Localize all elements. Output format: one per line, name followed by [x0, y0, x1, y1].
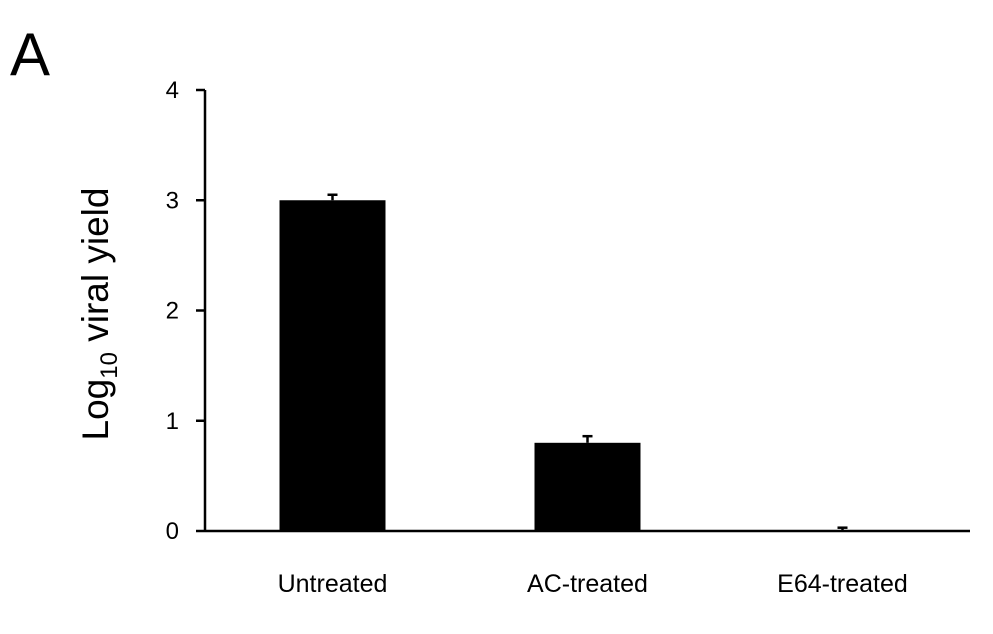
panel-letter: A: [10, 21, 50, 88]
y-tick-label: 0: [166, 518, 179, 545]
y-tick-label: 2: [166, 298, 179, 325]
x-category-label: E64-treated: [777, 570, 908, 598]
x-category-label: AC-treated: [527, 570, 648, 598]
y-tick-label: 3: [166, 187, 179, 214]
y-axis-ticks: 0 1 2 3 4: [166, 77, 205, 545]
y-tick-label: 4: [166, 77, 179, 104]
bars-group: [279, 200, 641, 531]
bar-untreated: [279, 200, 386, 531]
x-category-label: Untreated: [278, 570, 388, 598]
category-labels-group: Untreated AC-treated E64-treated: [278, 570, 908, 598]
bar-ac-treated: [534, 442, 641, 531]
error-bar: [582, 434, 593, 443]
y-axis-title: Log10 viral yield: [75, 188, 123, 441]
y-tick-label: 1: [166, 408, 179, 435]
error-bar: [327, 193, 338, 201]
